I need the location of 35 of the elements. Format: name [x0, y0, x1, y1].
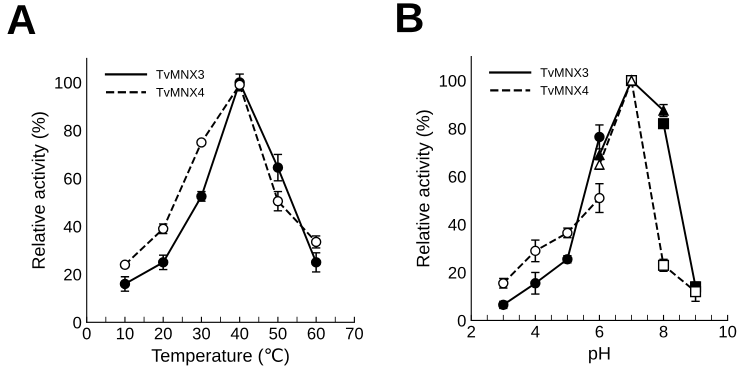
chart-title: A	[7, 5, 36, 34]
y-tick-label: 60	[64, 172, 82, 185]
x-tick-label: 60	[308, 328, 325, 340]
x-tick-label: 50	[269, 328, 287, 340]
x-tick-label: 10	[116, 328, 134, 340]
legend-label: TvMNX4	[156, 88, 204, 97]
x-tick-label: 40	[230, 328, 248, 340]
y-tick-label: 0	[458, 314, 466, 327]
y-tick-label: 40	[448, 218, 466, 231]
y-axis-title: Relative activity (%)	[416, 110, 434, 266]
x-tick-label: 0	[82, 328, 91, 340]
x-tick-label: 30	[192, 328, 210, 340]
y-tick-label: 100	[55, 76, 82, 89]
x-tick-label: 8	[660, 326, 668, 338]
y-tick-label: 60	[448, 170, 466, 183]
x-axis-title: Temperature (℃)	[152, 348, 289, 366]
chart-title: B	[397, 3, 423, 32]
y-tick-label: 20	[64, 268, 82, 281]
y-axis-title: Relative activity (%)	[32, 112, 48, 268]
x-tick-label: 4	[531, 326, 540, 338]
y-tick-label: 40	[64, 220, 82, 233]
x-tick-label: 10	[720, 326, 736, 338]
y-tick-label: 100	[440, 74, 466, 87]
legend-label: TvMNX4	[540, 86, 588, 95]
legend-label: TvMNX3	[540, 68, 588, 77]
x-tick-label: 70	[346, 328, 363, 340]
y-tick-label: 80	[64, 124, 82, 137]
y-tick-label: 20	[448, 266, 466, 279]
x-tick-label: 6	[596, 326, 604, 338]
y-tick-label: 0	[73, 316, 82, 329]
legend-label: TvMNX3	[156, 70, 204, 79]
y-tick-label: 80	[448, 122, 466, 135]
x-tick-label: 20	[154, 328, 172, 340]
x-tick-label: 2	[467, 326, 476, 338]
x-axis-title: pH	[589, 347, 610, 364]
